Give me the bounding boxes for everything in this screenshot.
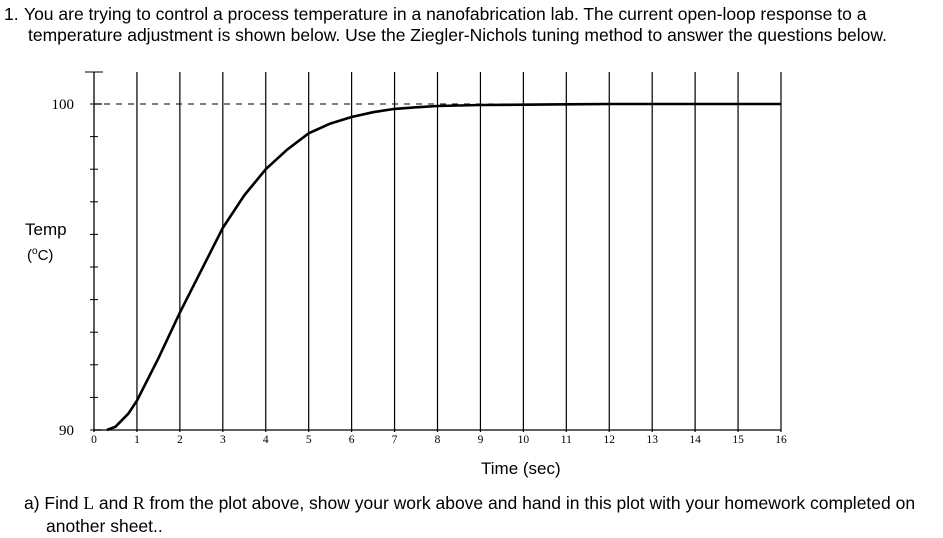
variable-R: R: [132, 493, 145, 513]
x-tick-label-12: 12: [604, 434, 616, 446]
y-axis: 100 90: [52, 71, 103, 439]
x-tick-label-15: 15: [732, 434, 744, 446]
x-tick-label-14: 14: [689, 434, 701, 446]
y-axis-title: Temp: [25, 220, 67, 239]
y-tick-label-90: 90: [59, 423, 74, 439]
x-tick-label-5: 5: [306, 434, 312, 446]
question-text: 1. You are trying to control a process te…: [4, 4, 934, 46]
question-line-1: 1. You are trying to control a process te…: [4, 4, 867, 24]
x-axis: 0 1 2 3 4 5 6 7 8 9 10 11 12 13 14 15 16: [91, 429, 787, 446]
x-tick-label-11: 11: [561, 434, 572, 446]
x-tick-label-6: 6: [349, 434, 355, 446]
x-tick-label-7: 7: [392, 434, 398, 446]
x-tick-label-2: 2: [177, 434, 183, 446]
part-a-text: a) Find L and R from the plot above, sho…: [24, 492, 939, 538]
variable-L: L: [83, 493, 95, 513]
x-tick-label-0: 0: [91, 434, 97, 446]
part-a-line-1: a) Find L and R from the plot above, sho…: [24, 493, 916, 513]
part-a-line-2: another sheet..: [46, 516, 163, 536]
chart-grid: [104, 72, 782, 432]
question-number: 1.: [4, 4, 19, 24]
x-tick-label-1: 1: [134, 434, 140, 446]
x-tick-label-13: 13: [646, 434, 658, 446]
response-curve: [106, 102, 781, 432]
x-axis-title: Time (sec): [481, 459, 561, 478]
x-tick-label-4: 4: [263, 434, 269, 446]
x-tick-label-16: 16: [775, 434, 787, 446]
x-tick-label-8: 8: [435, 434, 441, 446]
y-axis-units: (oC): [27, 246, 54, 264]
x-tick-label-10: 10: [518, 434, 530, 446]
x-tick-label-3: 3: [220, 434, 226, 446]
question-line-2: temperature adjustment is shown below. U…: [28, 25, 887, 45]
y-tick-label-100: 100: [52, 97, 75, 113]
x-tick-label-9: 9: [478, 434, 484, 446]
